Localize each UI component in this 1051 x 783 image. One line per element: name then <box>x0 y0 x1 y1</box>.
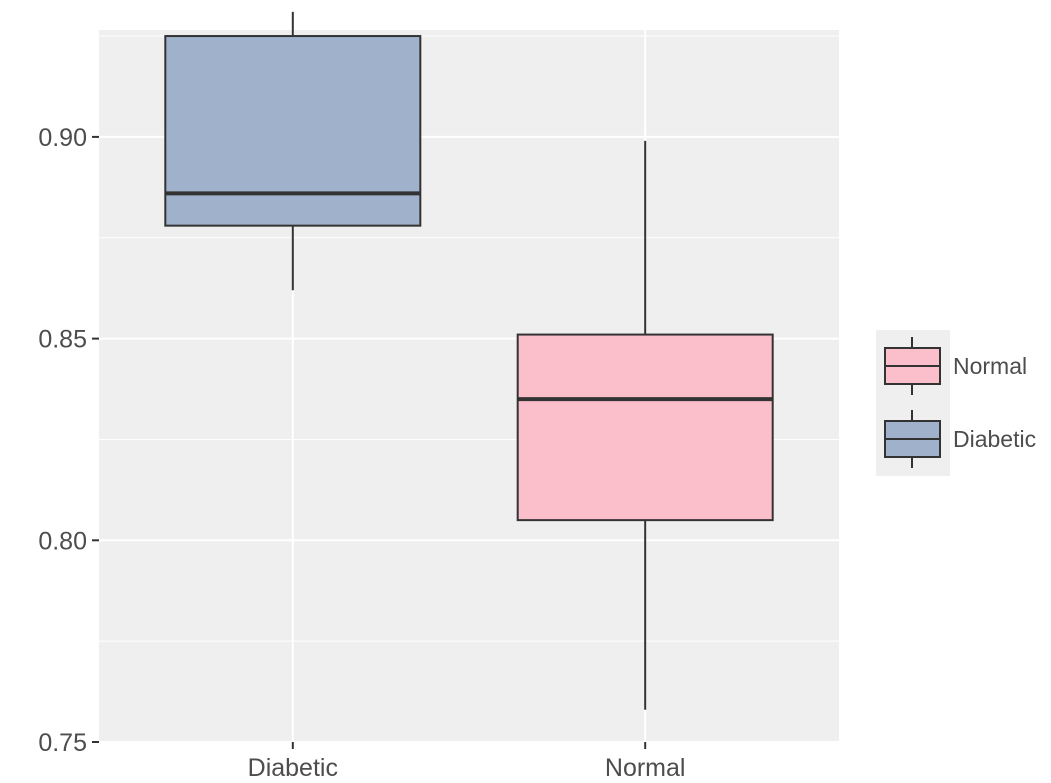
y-tick-label: 0.75 <box>38 729 87 757</box>
legend: Normal Diabetic <box>876 330 1036 476</box>
box-iqr <box>516 333 774 522</box>
y-axis: 0.75 0.80 0.85 0.90 <box>38 124 99 757</box>
y-tick-label: 0.85 <box>38 326 87 354</box>
legend-label: Diabetic <box>953 426 1036 452</box>
legend-item-normal: Normal <box>884 337 1027 395</box>
legend-item-diabetic: Diabetic <box>884 410 1036 468</box>
box-diabetic <box>164 11 422 291</box>
legend-label: Normal <box>953 353 1027 379</box>
y-tick-label: 0.80 <box>38 527 87 555</box>
y-tick-label: 0.90 <box>38 124 87 152</box>
box-normal <box>516 140 774 710</box>
x-tick-label: Diabetic <box>248 754 338 782</box>
boxes-layer <box>164 11 774 710</box>
box-iqr <box>164 35 422 227</box>
x-tick-label: Normal <box>605 754 686 782</box>
x-axis: Diabetic Normal <box>248 742 686 782</box>
